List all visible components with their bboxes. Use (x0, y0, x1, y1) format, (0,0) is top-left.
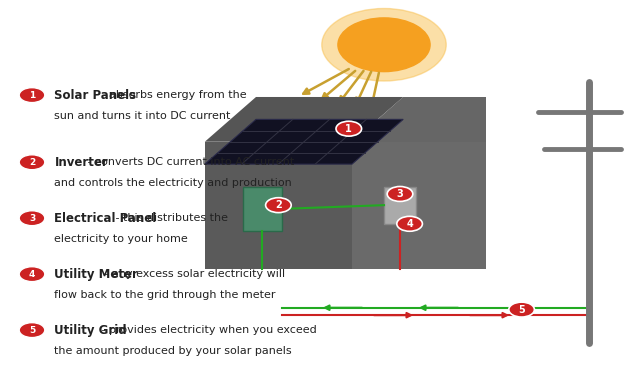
Text: 4: 4 (29, 270, 35, 279)
Circle shape (19, 323, 45, 338)
Circle shape (387, 186, 413, 201)
Circle shape (509, 302, 534, 317)
Bar (352, 142, 486, 269)
Text: 5: 5 (29, 326, 35, 335)
Polygon shape (205, 142, 352, 269)
Circle shape (266, 198, 291, 213)
Text: 5: 5 (518, 305, 525, 314)
Text: - any excess solar electricity will: - any excess solar electricity will (101, 269, 285, 279)
Bar (243, 186, 282, 231)
Text: 1: 1 (29, 91, 35, 100)
Circle shape (19, 88, 45, 103)
Polygon shape (352, 97, 486, 142)
Text: the amount produced by your solar panels: the amount produced by your solar panels (54, 346, 292, 355)
Text: 2: 2 (275, 200, 282, 210)
Circle shape (338, 18, 430, 72)
Text: - provides electricity when you exceed: - provides electricity when you exceed (98, 325, 317, 335)
Text: Utility Grid: Utility Grid (54, 324, 127, 336)
Text: 4: 4 (406, 219, 413, 229)
Text: Solar Panels: Solar Panels (54, 89, 136, 101)
Circle shape (19, 211, 45, 226)
Text: electricity to your home: electricity to your home (54, 234, 188, 244)
Circle shape (19, 155, 45, 170)
Text: - absorbs energy from the: - absorbs energy from the (98, 90, 246, 100)
Text: 3: 3 (29, 214, 35, 223)
Text: Inverter: Inverter (54, 156, 108, 169)
Text: - converts DC current into AC current: - converts DC current into AC current (84, 157, 294, 167)
Text: flow back to the grid through the meter: flow back to the grid through the meter (54, 290, 276, 300)
Bar (384, 186, 416, 224)
Circle shape (322, 9, 446, 81)
Text: and controls the electricity and production: and controls the electricity and product… (54, 178, 292, 188)
Text: Utility Meter: Utility Meter (54, 268, 138, 280)
Circle shape (397, 216, 422, 231)
Text: - this distributes the: - this distributes the (112, 213, 228, 223)
Text: 3: 3 (397, 189, 403, 199)
Text: Electrical Panel: Electrical Panel (54, 212, 157, 225)
Polygon shape (205, 119, 403, 164)
Circle shape (19, 267, 45, 282)
Text: sun and turns it into DC current: sun and turns it into DC current (54, 111, 231, 120)
Circle shape (336, 121, 362, 136)
Text: 1: 1 (346, 124, 352, 134)
Text: 2: 2 (29, 158, 35, 167)
Polygon shape (205, 97, 403, 142)
